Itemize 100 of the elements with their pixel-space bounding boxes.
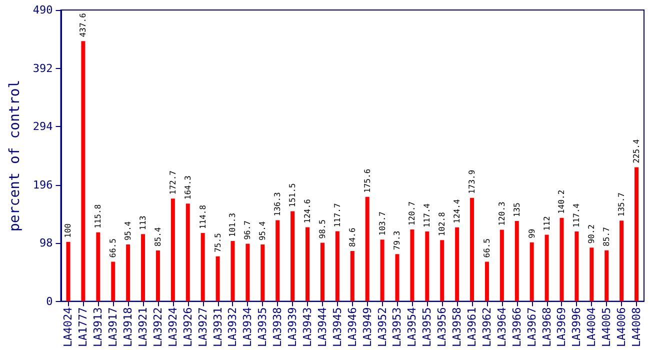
bar [350,250,354,302]
data-label: 120.7 [408,201,417,226]
bar [530,242,534,302]
bar [96,232,100,302]
data-label: 84.6 [348,228,357,247]
data-label: 175.6 [362,168,372,193]
x-tick-label: LA3967 [525,307,538,348]
y-tick-label: 392 [32,62,53,75]
bar [81,41,86,302]
x-tick-label: LA4008 [630,307,644,348]
data-label: 164.3 [183,175,192,200]
x-tick-label: LA3939 [286,307,300,348]
x-tick-label: LA3996 [570,307,584,348]
y-tick-label: 196 [32,178,53,192]
bar [634,167,639,302]
data-label: 99 [527,228,536,238]
x-tick-label: LA3955 [420,307,434,348]
bar [66,242,70,302]
x-tick-label: LA3943 [301,307,314,348]
data-label: 135.7 [617,192,626,217]
bar [111,262,116,302]
y-axis-title: percent of control [7,80,23,232]
bar [604,250,609,302]
bar [500,230,504,302]
data-label: 103.7 [378,211,387,236]
data-label: 102.8 [438,212,447,236]
bar [544,234,549,302]
data-label: 135 [512,202,522,218]
data-label: 225.4 [632,139,642,164]
data-label: 117.4 [422,203,432,228]
bar [484,262,489,302]
x-tick-label: LA3969 [555,307,568,348]
data-label: 140.2 [557,190,566,214]
data-label: 90.2 [587,224,596,244]
x-tick-label: LA3921 [136,307,150,348]
data-label: 98.5 [318,219,327,239]
x-tick-label: LA3956 [436,307,449,348]
x-tick-label: LA3932 [226,307,240,348]
bar [514,221,519,302]
bar [200,233,205,302]
x-tick-label: LA4005 [600,307,614,348]
bar [335,231,340,302]
x-tick-label: LA3945 [330,307,344,348]
x-tick-label: LA1777 [76,307,90,348]
data-label: 172.7 [168,170,178,195]
bar [574,231,579,302]
x-tick-label: LA3927 [196,307,210,348]
data-label: 124.6 [303,198,312,224]
data-label: 95.4 [258,221,268,241]
data-label: 115.8 [94,204,103,228]
data-label: 124.4 [452,199,462,224]
bar [230,241,235,302]
data-label: 96.7 [243,220,252,240]
bar [246,244,250,302]
bar [126,244,130,302]
bar [590,248,594,302]
bar [156,250,160,302]
data-label: 85.4 [153,227,162,246]
x-tick-label: LA3924 [166,306,180,348]
data-label: 85.7 [602,226,612,246]
x-tick-label: LA3931 [211,307,224,348]
bar [470,198,474,302]
y-tick-label: 490 [32,4,53,16]
data-label: 173.9 [468,170,477,194]
bar [260,244,265,302]
x-tick-label: LA3958 [450,307,464,348]
x-tick-label: LA3962 [480,307,494,348]
bar [440,240,444,302]
x-tick-label: LA3934 [241,306,254,348]
bar [290,211,295,302]
x-tick-label: LA3968 [540,307,554,348]
bar [170,198,175,302]
data-label: 117.4 [572,203,582,228]
x-tick-label: LA3922 [151,307,164,348]
bar [395,254,400,302]
data-label: 79.3 [392,230,402,250]
bar [186,204,190,302]
bar [276,220,280,302]
data-label: 75.5 [213,232,222,252]
x-tick-label: LA3966 [510,307,524,348]
data-label: 114.8 [198,204,208,230]
data-label: 100 [64,223,73,238]
data-label: 437.6 [78,12,88,38]
x-tick-label: LA3935 [256,307,270,348]
data-label: 136.3 [273,192,282,216]
x-tick-label: LA3964 [495,306,508,348]
data-label: 113 [138,215,148,230]
x-tick-label: LA3926 [181,307,194,348]
data-label: 66.5 [482,238,492,258]
bar [425,231,430,302]
data-label: 112 [542,216,552,231]
x-tick-label: LA4024 [62,306,75,348]
y-tick-label: 0 [46,294,53,308]
bar [560,218,564,302]
x-tick-label: LA3913 [92,307,105,348]
bar [380,240,384,302]
bar [365,196,370,302]
x-tick-label: LA3944 [316,306,329,348]
bar [216,256,220,302]
x-tick-label: LA3952 [376,307,389,348]
